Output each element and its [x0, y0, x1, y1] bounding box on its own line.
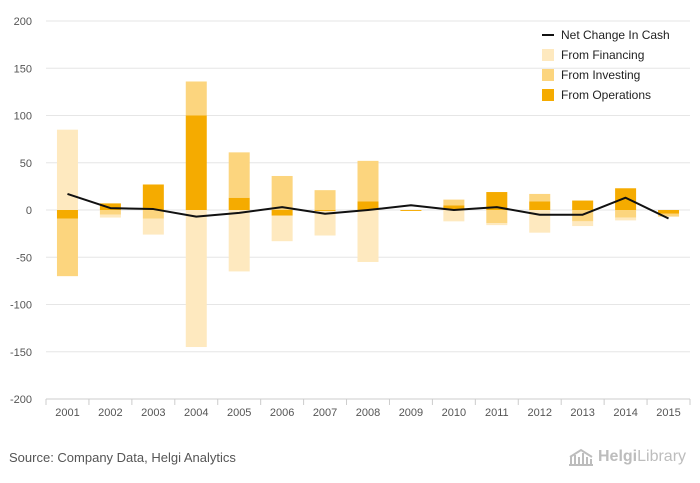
legend-label: From Investing — [561, 68, 640, 82]
bar-from-operations-2009 — [400, 210, 422, 211]
bar-from-operations-2012 — [529, 201, 551, 210]
bar-from-financing-2003 — [142, 218, 164, 235]
bar-from-operations-2004 — [185, 115, 207, 210]
bar-from-investing-2006 — [271, 175, 293, 210]
x-tick-label: 2014 — [613, 407, 637, 419]
bar-from-investing-2015 — [658, 213, 680, 217]
bar-from-operations-2001 — [56, 210, 78, 219]
bar-from-financing-2011 — [486, 223, 508, 226]
bar-from-financing-2008 — [357, 210, 379, 262]
bar-from-investing-2005 — [228, 152, 250, 198]
y-tick-label: -200 — [10, 394, 32, 406]
y-tick-label: -100 — [10, 300, 32, 312]
x-tick-label: 2015 — [656, 407, 680, 419]
library-building-icon — [569, 448, 593, 466]
y-tick-label: -50 — [16, 252, 32, 264]
x-tick-label: 2007 — [313, 407, 337, 419]
bar-from-operations-2013 — [572, 200, 594, 210]
x-tick-label: 2009 — [399, 407, 423, 419]
y-tick-label: 0 — [26, 205, 32, 217]
bar-from-operations-2010 — [443, 205, 465, 210]
bar-from-investing-2014 — [615, 210, 637, 218]
bar-from-operations-2002 — [99, 203, 121, 210]
bar-from-operations-2005 — [228, 197, 250, 210]
y-tick-label: 50 — [20, 158, 32, 170]
legend-label: Net Change In Cash — [561, 28, 670, 42]
x-tick-label: 2010 — [442, 407, 466, 419]
x-tick-label: 2004 — [184, 407, 208, 419]
x-tick-label: 2012 — [527, 407, 551, 419]
helgi-library-logo: Helgi Library — [568, 448, 686, 466]
legend-label: From Operations — [561, 88, 651, 102]
bar-from-financing-2006 — [271, 215, 293, 242]
bar-from-investing-2001 — [56, 218, 78, 277]
bar-from-investing-2002 — [99, 210, 121, 215]
x-tick-label: 2008 — [356, 407, 380, 419]
bar-from-investing-2008 — [357, 160, 379, 202]
bar-from-investing-2011 — [486, 210, 508, 224]
legend-swatch-from-operations — [542, 89, 554, 101]
x-tick-label: 2001 — [55, 407, 79, 419]
bar-from-operations-2011 — [486, 192, 508, 210]
bar-from-operations-2014 — [615, 188, 637, 210]
y-tick-label: -150 — [10, 347, 32, 359]
legend-swatch-from-financing — [542, 49, 554, 61]
bar-from-operations-2006 — [271, 210, 293, 216]
bar-from-investing-2003 — [142, 210, 164, 219]
bar-from-investing-2007 — [314, 190, 336, 210]
x-tick-label: 2003 — [141, 407, 165, 419]
line-net-change-in-cash — [67, 192, 669, 220]
bar-from-financing-2001 — [56, 129, 78, 210]
bar-from-financing-2010 — [443, 210, 465, 222]
legend-label: From Financing — [561, 48, 644, 62]
source-note: Source: Company Data, Helgi Analytics — [9, 450, 236, 465]
x-tick-label: 2002 — [98, 407, 122, 419]
bar-from-operations-2008 — [357, 201, 379, 210]
logo-text-library: Library — [637, 448, 687, 465]
bar-from-investing-2012 — [529, 193, 551, 202]
bar-from-financing-2002 — [99, 214, 121, 218]
y-tick-label: 100 — [14, 111, 32, 123]
bar-from-operations-2003 — [142, 184, 164, 210]
bar-from-financing-2013 — [572, 221, 594, 227]
logo-text-helgi: Helgi — [598, 448, 638, 465]
bar-from-operations-2007 — [314, 210, 336, 211]
bar-from-financing-2005 — [228, 210, 250, 272]
bar-from-financing-2004 — [185, 210, 207, 348]
x-tick-label: 2011 — [485, 407, 509, 419]
y-tick-label: 150 — [14, 63, 32, 75]
y-tick-label: 200 — [14, 16, 32, 28]
x-tick-label: 2005 — [227, 407, 251, 419]
x-tick-label: 2006 — [270, 407, 294, 419]
bar-from-financing-2014 — [615, 217, 637, 221]
bar-from-financing-2007 — [314, 210, 336, 236]
bar-from-investing-2004 — [185, 81, 207, 116]
bar-from-operations-2015 — [658, 210, 680, 214]
legend-swatch-from-investing — [542, 69, 554, 81]
x-tick-label: 2013 — [570, 407, 594, 419]
bar-from-investing-2010 — [443, 199, 465, 206]
cash-flow-chart: -200 -150 -100 -50 0 50 100 150 200 2001 2002 2003 2… — [10, 16, 691, 419]
